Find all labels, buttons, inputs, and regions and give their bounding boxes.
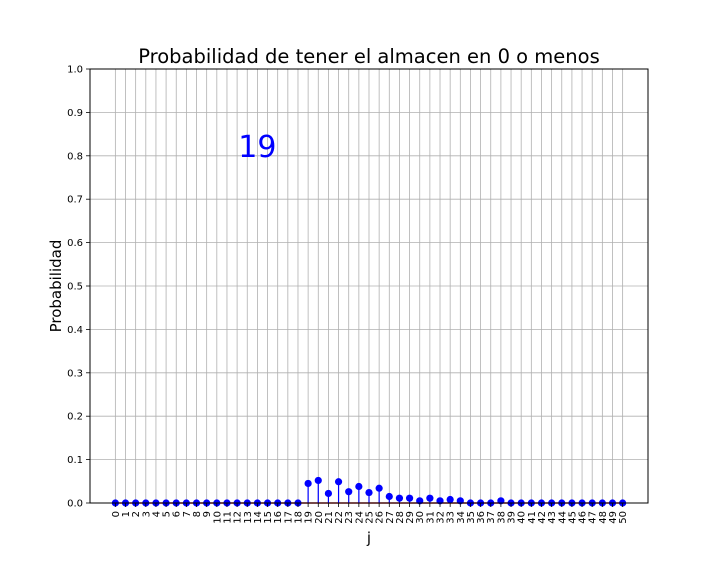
data-point [334,478,343,486]
annotation-label: 19 [238,130,276,165]
x-tick-label: 22 [334,511,345,524]
x-tick-label: 44 [557,511,568,524]
x-tick-label: 34 [456,511,467,524]
x-tick-label: 2 [131,511,142,517]
x-tick-label: 25 [365,511,376,524]
x-tick-label: 9 [202,511,213,517]
x-tick-label: 50 [618,511,629,524]
data-point [355,482,363,491]
y-ticks: 0.0 0.1 0.2 0.3 0.4 0.5 0.6 0.7 0.8 0.9 1.0 [67,65,90,510]
x-tick-label: 24 [354,511,365,524]
y-tick-label: 0.9 [67,108,83,119]
x-tick-label: 35 [466,511,477,524]
x-tick-label: 15 [263,511,274,524]
x-tick-label: 6 [172,511,183,517]
x-tick-label: 13 [243,511,254,524]
data-point [385,492,393,501]
y-tick-label: 0.5 [67,282,83,293]
x-tick-label: 32 [436,511,447,524]
x-tick-label: 7 [182,511,193,517]
x-tick-label: 33 [446,511,457,524]
x-tick-label: 49 [608,511,619,524]
x-tick-label: 23 [344,511,355,524]
y-tick-label: 0.6 [67,238,83,249]
x-tick-label: 36 [476,511,487,524]
x-tick-label: 4 [151,511,162,517]
x-tick-label: 12 [233,511,244,524]
data-point [324,489,333,498]
x-tick-label: 1 [121,511,132,517]
x-ticks: 0 1 2 3 4 5 6 7 8 9 10 11 12 13 14 15 16 17 18 19 20 21 22 23 24… [111,503,629,524]
x-tick-label: 45 [567,511,578,524]
x-tick-label: 18 [293,511,304,524]
x-tick-label: 48 [598,511,609,524]
y-tick-label: 0.3 [67,368,83,379]
x-tick-label: 5 [162,511,173,517]
data-point [405,494,414,502]
x-axis-label: j [366,529,371,547]
chart-title: Probabilidad de tener el almacen en 0 o … [138,45,600,68]
y-tick-label: 0.2 [67,412,83,423]
x-tick-label: 38 [496,511,507,524]
data-point [395,494,404,502]
x-tick-label: 28 [395,511,406,524]
x-tick-label: 0 [111,511,122,517]
x-tick-label: 43 [547,511,558,524]
x-tick-label: 31 [425,511,436,524]
x-tick-label: 41 [527,511,538,524]
x-tick-label: 46 [578,511,589,524]
x-tick-label: 19 [304,511,315,524]
x-tick-label: 47 [588,511,599,524]
data-point [304,479,312,488]
y-tick-label: 1.0 [67,65,83,76]
y-tick-label: 0.7 [67,195,83,206]
x-tick-label: 14 [253,511,264,524]
x-tick-label: 29 [405,511,416,524]
data-point [314,476,322,485]
x-tick-label: 27 [385,511,396,524]
x-tick-label: 30 [415,511,426,524]
data-point [365,488,373,497]
y-tick-label: 0.0 [67,499,83,510]
x-tick-label: 16 [273,511,284,524]
x-tick-label: 17 [283,511,294,524]
y-tick-label: 0.8 [67,151,83,162]
data-point [446,495,454,504]
x-tick-label: 26 [375,511,386,524]
x-tick-label: 11 [222,511,233,524]
y-tick-label: 0.1 [67,455,83,466]
data-point [375,484,383,492]
y-axis-label: Probabilidad [47,240,65,333]
x-tick-label: 3 [141,511,152,517]
x-tick-label: 21 [324,511,335,524]
data-point [345,488,353,496]
x-tick-label: 42 [537,511,548,524]
x-tick-label: 37 [486,511,497,524]
x-tick-label: 8 [192,511,203,517]
x-tick-label: 39 [507,511,518,524]
y-tick-label: 0.4 [67,325,83,336]
x-tick-label: 10 [212,511,223,524]
x-tick-label: 40 [517,511,528,524]
data-point [426,494,434,502]
x-tick-label: 20 [314,511,325,524]
